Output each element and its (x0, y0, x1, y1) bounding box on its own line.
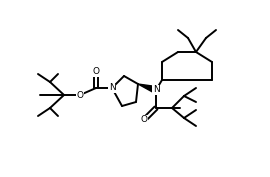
Polygon shape (138, 84, 157, 93)
Text: O: O (140, 116, 147, 124)
Text: N: N (153, 85, 159, 95)
Text: O: O (93, 67, 100, 76)
Text: O: O (76, 90, 83, 99)
Text: N: N (109, 84, 115, 93)
